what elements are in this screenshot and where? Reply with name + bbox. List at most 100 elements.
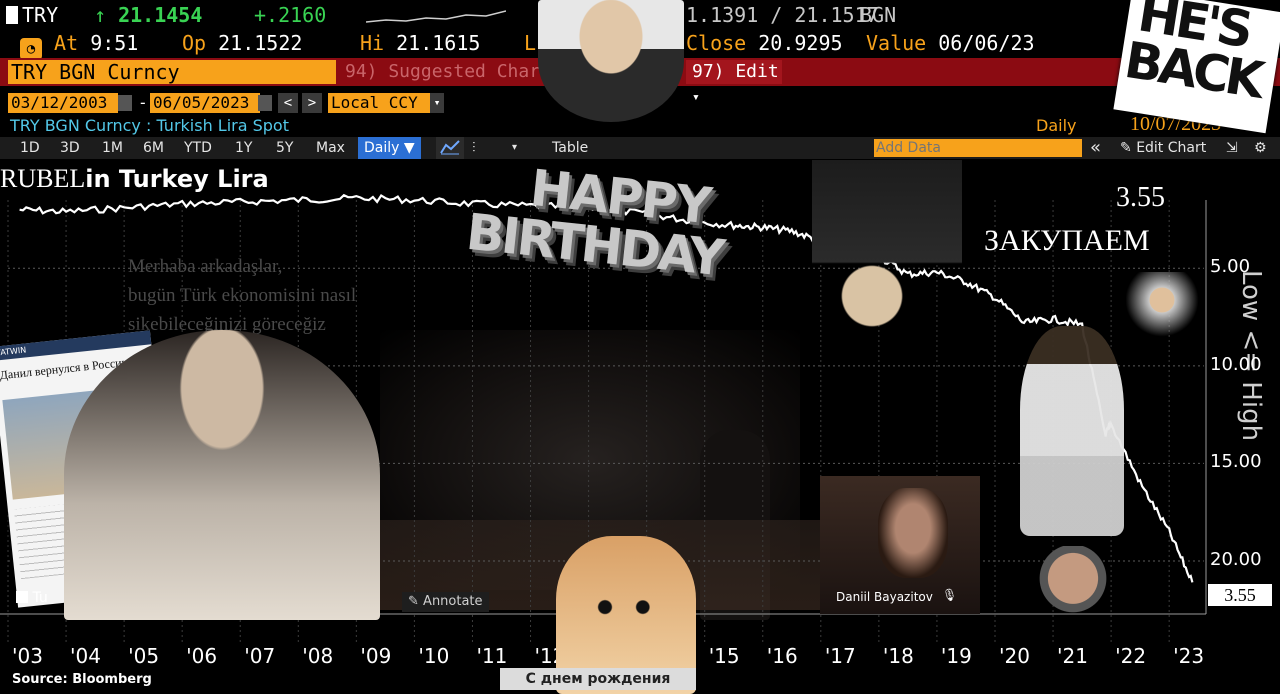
pencil-icon: ✎: [1120, 140, 1132, 156]
value-date: 06/06/23: [938, 31, 1035, 55]
chevron-down-icon[interactable]: ▾: [512, 142, 518, 153]
prev-period-button[interactable]: <: [278, 93, 298, 113]
tab-3d[interactable]: 3D: [60, 140, 80, 156]
chart-title-prefix: RUBEL: [0, 164, 86, 193]
edit-menu-button[interactable]: 97) Edit ▾: [686, 60, 782, 105]
time-value: 9:51: [90, 31, 139, 55]
open-block: Op 21.1522: [182, 29, 302, 57]
security-field[interactable]: TRY BGN Curncy: [8, 60, 336, 84]
series-line: [19, 193, 1194, 583]
price-source: BGN: [860, 3, 897, 27]
turkish-caption: Merhaba arkadaşlar, bugün Türk ekonomisi…: [128, 252, 356, 339]
time-block: ◔ At 9:51: [20, 29, 138, 60]
close-label: Close: [686, 31, 747, 55]
collapse-icon[interactable]: «: [1090, 137, 1102, 158]
y-tick-label: 15.00: [1210, 451, 1262, 473]
edit-chart-label: Edit Chart: [1136, 140, 1207, 156]
add-data-input[interactable]: [874, 139, 1082, 157]
table-button[interactable]: Table: [552, 140, 589, 156]
calendar-icon[interactable]: [258, 95, 272, 111]
x-tick-label: '07: [244, 644, 276, 668]
sparkline-line: [366, 10, 506, 23]
security-description: TRY BGN Curncy : Turkish Lira Spot: [10, 116, 289, 135]
x-tick-label: '21: [1057, 644, 1088, 668]
x-tick-label: '23: [1173, 644, 1205, 668]
calendar-icon[interactable]: [118, 95, 132, 111]
buy-note: ЗАКУПАЕМ: [984, 224, 1150, 257]
y-tick-label: 20.00: [1210, 548, 1262, 570]
turkish-caption-line: Merhaba arkadaşlar,: [128, 256, 283, 277]
ticker: TRY: [22, 3, 59, 27]
tab-ytd[interactable]: YTD: [184, 140, 212, 156]
last-value-badge: 3.55: [1208, 584, 1272, 606]
start-date-input[interactable]: 03/12/2003: [8, 93, 118, 113]
high-value: 21.1615: [396, 31, 481, 55]
high-block: Hi 21.1615: [360, 29, 480, 57]
value-block: Value 06/06/23: [866, 29, 1035, 57]
face-sticker: [1034, 546, 1112, 618]
person-sticker: [64, 330, 380, 620]
chart-area: RUBELin Turkey Lira Low <= High 5.00 10.0…: [0, 159, 1280, 694]
sparkline: [366, 10, 506, 23]
low-label: L: [524, 31, 537, 55]
x-tick-label: '05: [128, 644, 160, 668]
hes-back-stamp: HE'S BACK: [1113, 0, 1280, 134]
x-tick-label: '18: [882, 644, 914, 668]
x-tick-label: '09: [360, 644, 392, 668]
currency-select[interactable]: Local CCY: [328, 93, 432, 113]
high-label: Hi: [360, 31, 385, 55]
source-label: Source: Bloomberg: [12, 672, 152, 687]
suggested-charts-button[interactable]: 94) Suggested Charts: [345, 61, 562, 82]
period-tab-bar: 1D 3D 1M 6M YTD 1Y 5Y Max Daily ▼ ⫶ ▾ Ta…: [0, 137, 1280, 159]
period-label: Daily: [1036, 116, 1077, 135]
export-icon[interactable]: ⇲: [1226, 140, 1238, 156]
tab-1y[interactable]: 1Y: [235, 140, 253, 156]
y-tick-label: 5.00: [1210, 256, 1251, 278]
chevron-down-icon[interactable]: ▾: [430, 93, 444, 113]
edit-chart-button[interactable]: ✎ Edit Chart: [1120, 137, 1206, 159]
x-tick-label: '08: [302, 644, 334, 668]
value-label: Value: [866, 31, 927, 55]
next-period-button[interactable]: >: [302, 93, 322, 113]
ticker-square-icon: [6, 6, 18, 24]
legend-label: Tu: [32, 590, 48, 606]
line-chart-glyph: [440, 140, 460, 155]
x-tick-label: '04: [70, 644, 101, 668]
x-tick-label: '03: [12, 644, 43, 668]
legend-item[interactable]: Tu: [16, 590, 48, 606]
tab-1d[interactable]: 1D: [20, 140, 40, 156]
last-price: ↑ 21.1454: [94, 1, 202, 29]
tab-5y[interactable]: 5Y: [276, 140, 294, 156]
chevron-down-icon: ▾: [692, 90, 700, 105]
close-value: 20.9295: [758, 31, 843, 55]
x-tick-label: '22: [1115, 644, 1147, 668]
at-label: At: [54, 31, 79, 55]
bar-chart-icon[interactable]: ⫶: [472, 140, 476, 156]
end-date-input[interactable]: 06/05/2023: [150, 93, 260, 113]
top-sticker: [538, 0, 684, 122]
turkish-caption-line: sikebileceğinizi göreceğiz: [128, 314, 326, 335]
annotate-button[interactable]: ✎ Annotate: [402, 592, 489, 612]
tab-1m[interactable]: 1M: [102, 140, 123, 156]
frequency-dropdown[interactable]: Daily ▼: [358, 137, 421, 159]
annotate-label: Annotate: [423, 594, 483, 609]
x-tick-label: '19: [940, 644, 972, 668]
waving-sticker: [1126, 272, 1206, 342]
video-tile: Daniil Bayazitov 🎙: [820, 476, 980, 614]
legend-swatch-icon: [16, 591, 28, 603]
climber-sticker: [1020, 326, 1124, 536]
x-tick-label: '11: [476, 644, 508, 668]
birthday-caption: С днем рождения: [500, 668, 696, 690]
tab-6m[interactable]: 6M: [143, 140, 164, 156]
gauge-icon: ◔: [20, 38, 42, 60]
net-change: +.2160: [254, 3, 327, 27]
up-arrow-icon: ↑: [94, 3, 107, 27]
last-price-value: 21.1454: [118, 3, 203, 27]
pencil-icon: ✎: [408, 594, 419, 609]
participant-name: Daniil Bayazitov: [836, 590, 933, 604]
line-chart-icon[interactable]: [436, 137, 464, 159]
gear-icon[interactable]: ⚙: [1254, 140, 1267, 156]
close-block: Close 20.9295: [686, 29, 843, 57]
tab-max[interactable]: Max: [316, 140, 345, 156]
chart-title: RUBELin Turkey Lira: [0, 164, 269, 194]
